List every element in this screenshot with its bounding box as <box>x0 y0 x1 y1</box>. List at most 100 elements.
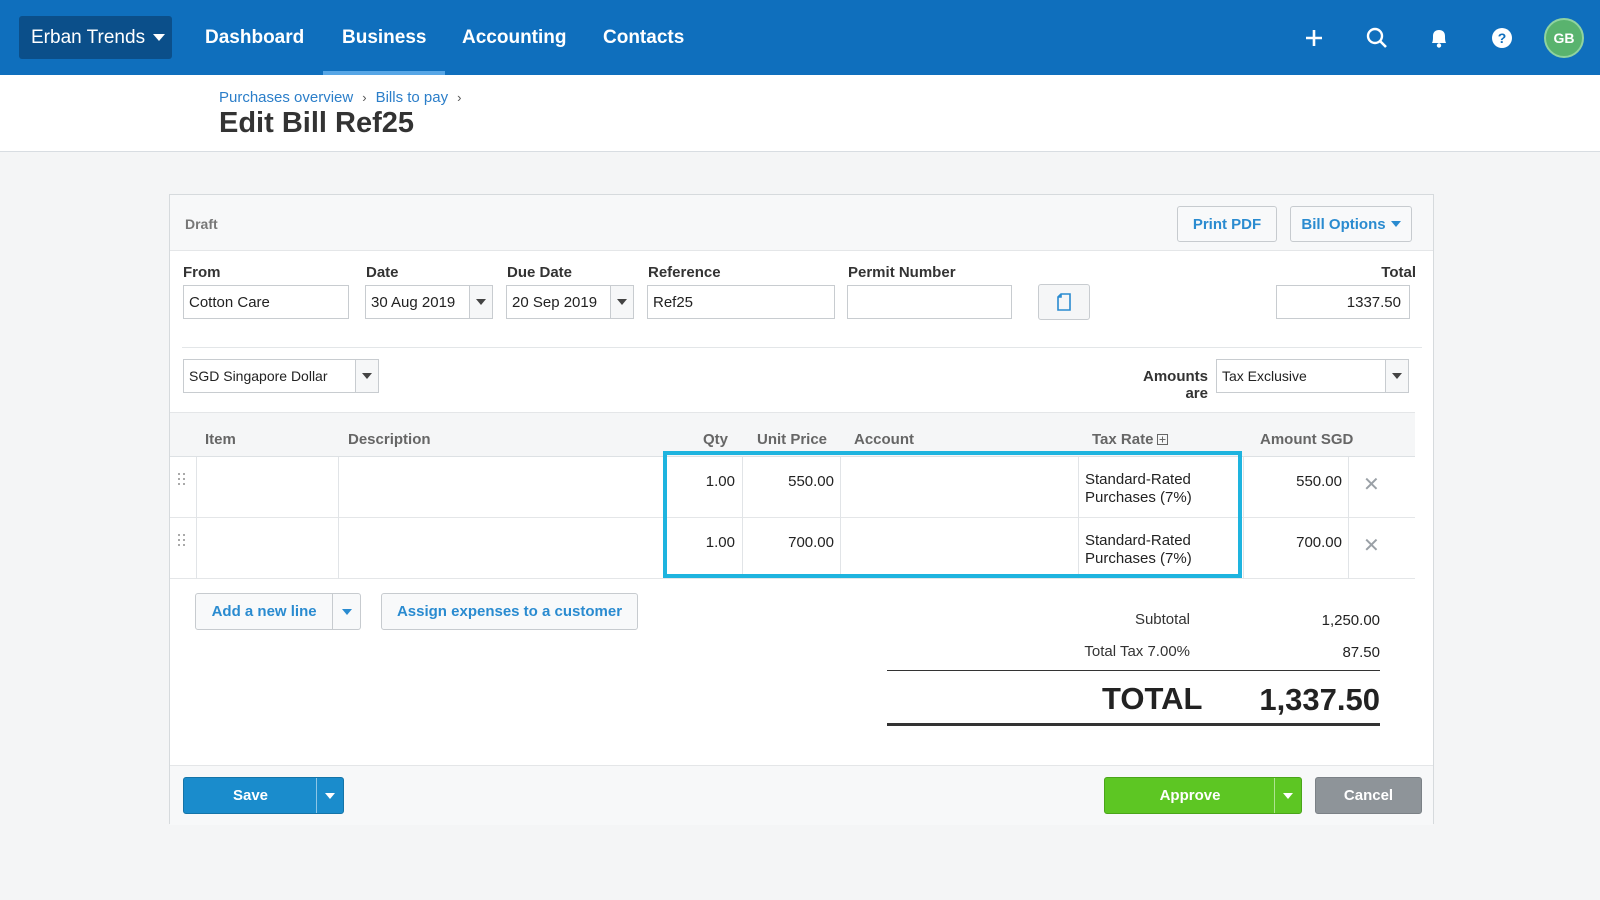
caret-down-icon <box>153 34 166 41</box>
date-value: 30 Aug 2019 <box>371 293 456 311</box>
table-row: 1.00 700.00 Standard-Rated Purchases (7%… <box>170 518 1415 579</box>
approve-label: Approve <box>1159 787 1221 804</box>
currency-value: SGD Singapore Dollar <box>189 368 328 384</box>
amounts-are-value: Tax Exclusive <box>1222 368 1307 384</box>
cell-divider <box>1078 457 1079 518</box>
cell-divider <box>664 457 665 518</box>
page-header: Purchases overview › Bills to pay › Edit… <box>0 75 1600 152</box>
header-amount: Amount SGD <box>1260 431 1354 448</box>
approve-dropdown-icon[interactable] <box>1274 778 1301 813</box>
bill-options-button[interactable]: Bill Options <box>1290 206 1412 242</box>
total-label: Total <box>1381 264 1416 281</box>
from-input[interactable]: Cotton Care <box>183 285 349 319</box>
unit-price-cell[interactable]: 550.00 <box>788 473 834 490</box>
search-icon[interactable] <box>1363 24 1391 52</box>
grand-total-value: 1,337.50 <box>1259 682 1380 717</box>
add-new-line-label: Add a new line <box>211 603 317 620</box>
form-divider <box>182 347 1422 348</box>
date-dropdown-icon[interactable] <box>469 285 493 319</box>
page-title: Edit Bill Ref25 <box>219 107 414 139</box>
permit-number-input[interactable] <box>847 285 1012 319</box>
cell-divider <box>338 518 339 579</box>
header-item: Item <box>205 431 236 448</box>
cell-divider <box>742 457 743 518</box>
amounts-are-dropdown-icon[interactable] <box>1385 359 1409 393</box>
delete-row-icon[interactable]: ✕ <box>1363 535 1380 557</box>
bill-card-toolbar: Draft Print PDF Bill Options <box>170 195 1433 251</box>
svg-text:?: ? <box>1498 30 1507 46</box>
table-header: Item Description Qty Unit Price Account … <box>170 412 1415 457</box>
from-label: From <box>183 264 221 281</box>
tax-rate-cell[interactable]: Standard-Rated Purchases (7%) <box>1085 471 1192 507</box>
help-icon[interactable]: ? <box>1488 24 1516 52</box>
add-new-line-button[interactable]: Add a new line <box>195 593 361 630</box>
date-input[interactable]: 30 Aug 2019 <box>365 285 493 319</box>
expand-icon[interactable] <box>1157 434 1169 445</box>
drag-handle-icon[interactable] <box>178 473 186 487</box>
add-line-dropdown-icon[interactable] <box>332 594 360 629</box>
total-tax-label: Total Tax 7.00% <box>1084 643 1190 660</box>
nav-accounting[interactable]: Accounting <box>462 26 567 48</box>
attach-document-button[interactable] <box>1038 284 1090 320</box>
bill-form-card: Draft Print PDF Bill Options From Date D… <box>169 194 1434 825</box>
tax-rate-line-2: Purchases (7%) <box>1085 550 1192 567</box>
bell-icon[interactable] <box>1425 24 1453 52</box>
breadcrumb-bills-to-pay[interactable]: Bills to pay <box>375 89 449 106</box>
cancel-button[interactable]: Cancel <box>1315 777 1422 814</box>
document-icon <box>1057 293 1071 311</box>
header-account: Account <box>854 431 914 448</box>
cell-divider <box>196 457 197 518</box>
caret-down-icon <box>1390 221 1401 227</box>
user-avatar[interactable]: GB <box>1544 18 1584 58</box>
organization-name: Erban Trends <box>31 26 146 48</box>
tax-rate-cell[interactable]: Standard-Rated Purchases (7%) <box>1085 532 1192 568</box>
save-button[interactable]: Save <box>183 777 344 814</box>
print-pdf-button[interactable]: Print PDF <box>1177 206 1277 242</box>
organization-switcher[interactable]: Erban Trends <box>19 16 172 59</box>
nav-business[interactable]: Business <box>323 0 446 75</box>
qty-cell[interactable]: 1.00 <box>705 534 735 551</box>
drag-handle-icon[interactable] <box>178 534 186 548</box>
header-tax-rate-label: Tax Rate <box>1092 431 1154 448</box>
cell-divider <box>1348 457 1349 518</box>
cell-divider <box>1078 518 1079 579</box>
cell-divider <box>1243 518 1244 579</box>
reference-input[interactable]: Ref25 <box>647 285 835 319</box>
form-footer: Save Approve Cancel <box>170 765 1433 825</box>
save-label: Save <box>232 787 269 804</box>
currency-dropdown-icon[interactable] <box>355 359 379 393</box>
due-date-dropdown-icon[interactable] <box>610 285 634 319</box>
total-input[interactable]: 1337.50 <box>1276 285 1410 319</box>
tax-rate-line-1: Standard-Rated <box>1085 532 1191 549</box>
cell-divider <box>196 518 197 579</box>
subtotal-label: Subtotal <box>1134 611 1190 628</box>
header-qty: Qty <box>703 431 729 448</box>
header-tax-rate: Tax Rate <box>1092 431 1169 448</box>
subtotal-value: 1,250.00 <box>1321 612 1380 629</box>
amounts-are-select[interactable]: Tax Exclusive <box>1216 359 1409 393</box>
currency-select[interactable]: SGD Singapore Dollar <box>183 359 379 393</box>
permit-number-label: Permit Number <box>848 264 956 281</box>
header-description: Description <box>348 431 431 448</box>
tax-rate-line-2: Purchases (7%) <box>1085 489 1192 506</box>
approve-button[interactable]: Approve <box>1104 777 1302 814</box>
header-unit-price: Unit Price <box>757 431 828 448</box>
qty-cell[interactable]: 1.00 <box>705 473 735 490</box>
breadcrumb: Purchases overview › Bills to pay › <box>219 89 470 106</box>
due-date-input[interactable]: 20 Sep 2019 <box>506 285 634 319</box>
unit-price-cell[interactable]: 700.00 <box>788 534 834 551</box>
tax-rate-line-1: Standard-Rated <box>1085 471 1191 488</box>
total-tax-value: 87.50 <box>1342 644 1380 661</box>
cell-divider <box>840 457 841 518</box>
line-items-table: Item Description Qty Unit Price Account … <box>170 412 1415 584</box>
due-date-label: Due Date <box>507 264 573 281</box>
delete-row-icon[interactable]: ✕ <box>1363 474 1380 496</box>
top-navigation-bar: Erban Trends Dashboard Business Accounti… <box>0 0 1600 75</box>
cell-divider <box>742 518 743 579</box>
assign-expenses-button[interactable]: Assign expenses to a customer <box>381 593 638 630</box>
breadcrumb-purchases-overview[interactable]: Purchases overview <box>219 89 354 106</box>
add-icon[interactable] <box>1300 24 1328 52</box>
nav-dashboard[interactable]: Dashboard <box>205 26 305 48</box>
save-dropdown-icon[interactable] <box>316 778 343 813</box>
nav-contacts[interactable]: Contacts <box>603 26 685 48</box>
